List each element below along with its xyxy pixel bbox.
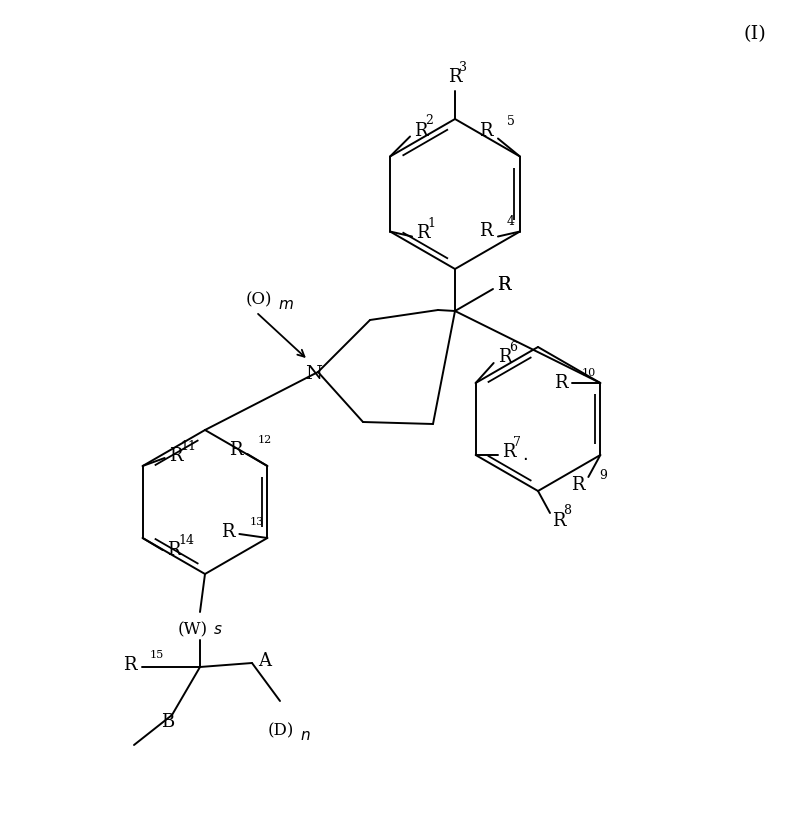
Text: R: R xyxy=(554,374,567,392)
Text: R: R xyxy=(497,276,510,294)
Text: R: R xyxy=(497,276,510,294)
Text: R: R xyxy=(166,541,180,559)
Text: 1: 1 xyxy=(427,217,435,230)
Text: R: R xyxy=(448,68,462,86)
Text: R: R xyxy=(571,476,584,494)
Text: R: R xyxy=(416,224,430,242)
Text: R: R xyxy=(414,121,427,139)
Text: A: A xyxy=(258,652,271,670)
Text: R: R xyxy=(479,222,493,241)
Text: 9: 9 xyxy=(599,469,607,481)
Text: 6: 6 xyxy=(509,340,517,353)
Text: 13: 13 xyxy=(250,517,264,527)
Text: $\it{n}$: $\it{n}$ xyxy=(300,728,310,742)
Text: 7: 7 xyxy=(513,436,521,448)
Text: R: R xyxy=(502,443,515,461)
Text: R: R xyxy=(229,441,242,459)
Text: 2: 2 xyxy=(426,114,434,127)
Text: 3: 3 xyxy=(459,60,467,73)
Text: 14: 14 xyxy=(178,533,194,546)
Text: $\it{m}$: $\it{m}$ xyxy=(278,297,294,311)
Text: R: R xyxy=(123,656,137,674)
Text: 8: 8 xyxy=(563,504,571,517)
Text: R: R xyxy=(498,348,511,366)
Text: R: R xyxy=(479,123,493,141)
Text: (W): (W) xyxy=(178,621,208,639)
Text: 11: 11 xyxy=(180,439,196,452)
Text: N: N xyxy=(306,365,322,383)
Text: (D): (D) xyxy=(268,723,294,739)
Text: B: B xyxy=(162,713,174,731)
Text: .: . xyxy=(522,446,527,464)
Text: $\it{s}$: $\it{s}$ xyxy=(213,622,222,638)
Text: 15: 15 xyxy=(150,650,164,660)
Text: R: R xyxy=(169,447,182,465)
Text: (O): (O) xyxy=(246,292,273,308)
Text: 10: 10 xyxy=(582,368,596,378)
Text: (I): (I) xyxy=(744,25,766,43)
Text: R: R xyxy=(221,523,234,541)
Text: 12: 12 xyxy=(258,435,272,445)
Text: 5: 5 xyxy=(507,115,515,128)
Text: R: R xyxy=(552,512,566,530)
Text: 4: 4 xyxy=(507,215,515,228)
